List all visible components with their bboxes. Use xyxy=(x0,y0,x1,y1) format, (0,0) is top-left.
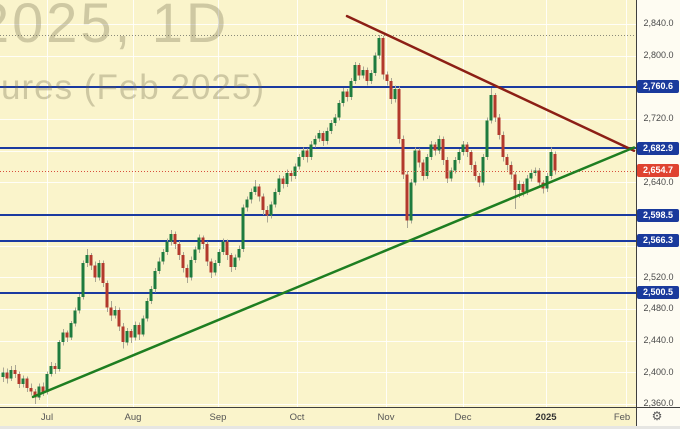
price-tick-label: 2,800.0 xyxy=(643,50,674,61)
time-scale[interactable]: Jul Aug Sep Oct Nov Dec 2025 Feb xyxy=(0,408,680,426)
price-tick-label: 2,640.0 xyxy=(643,176,674,187)
price-tick-label: 2,400.0 xyxy=(643,366,674,377)
price-tick-label: 2,480.0 xyxy=(643,303,674,314)
descending-resistance-trendline[interactable] xyxy=(345,14,636,152)
level-price-badge[interactable]: 2,682.9 xyxy=(637,141,679,155)
time-tick-label: Nov xyxy=(377,412,395,423)
time-tick-label: 2025 xyxy=(535,412,557,423)
candlestick-chart xyxy=(0,0,636,407)
level-price-badge[interactable]: 2,760.6 xyxy=(637,80,679,94)
level-price-badge[interactable]: 2,500.5 xyxy=(637,286,679,300)
price-tick-label: 2,840.0 xyxy=(643,18,674,29)
price-tick-label: 2,440.0 xyxy=(643,335,674,346)
ascending-support-trendline[interactable] xyxy=(31,146,636,399)
price-tick-label: 2,360.0 xyxy=(643,398,674,409)
time-tick-label: Aug xyxy=(124,412,142,423)
level-price-badge[interactable]: 2,598.5 xyxy=(637,208,679,222)
bottom-edge xyxy=(0,426,680,429)
level-price-badge[interactable]: 2,566.3 xyxy=(637,234,679,248)
time-tick-label: Jul xyxy=(40,412,54,423)
candles-layer xyxy=(1,35,557,404)
time-tick-label: Dec xyxy=(454,412,472,423)
time-tick-label: Feb xyxy=(613,412,631,423)
gridlines-layer xyxy=(0,0,636,407)
time-tick-label: Oct xyxy=(289,412,305,423)
price-tick-label: 2,520.0 xyxy=(643,271,674,282)
gear-icon[interactable]: ⚙ xyxy=(651,409,663,423)
time-tick-label: Sep xyxy=(209,412,227,423)
price-axis-border xyxy=(636,0,637,426)
time-scale-corner xyxy=(637,408,680,426)
time-axis-border xyxy=(0,407,680,408)
price-tick-label: 2,720.0 xyxy=(643,113,674,124)
price-scale[interactable]: 2,840.0 2,800.0 2,720.0 2,640.0 2,520.0 2,480… xyxy=(637,0,680,409)
chart-pane[interactable] xyxy=(0,0,636,407)
last-price-badge: 2,654.7 xyxy=(637,164,679,178)
